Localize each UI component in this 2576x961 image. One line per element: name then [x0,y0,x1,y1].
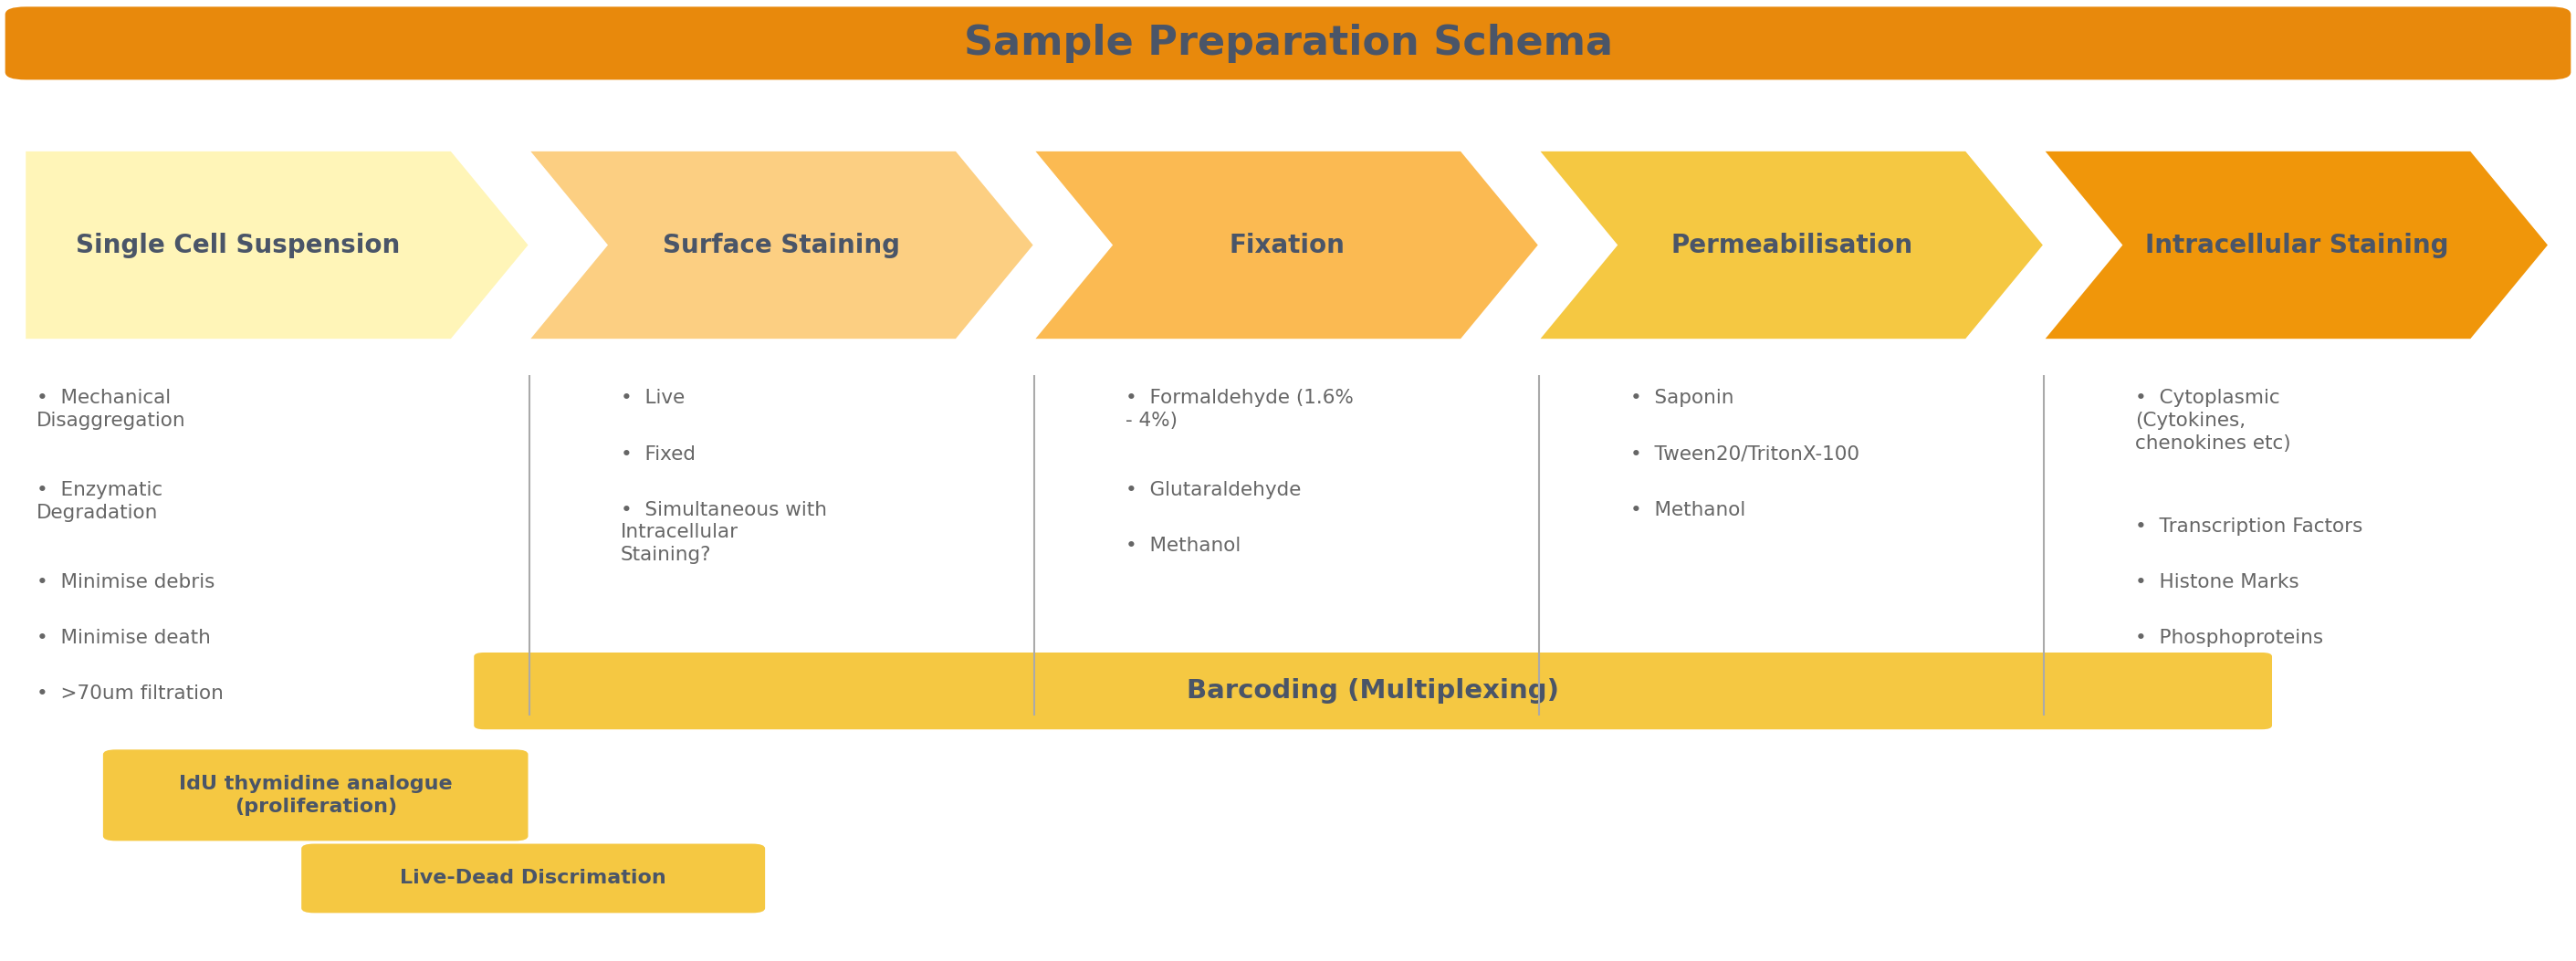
Text: •  Enzymatic
Degradation: • Enzymatic Degradation [36,481,162,522]
Text: •  Formaldehyde (1.6%
- 4%): • Formaldehyde (1.6% - 4%) [1126,389,1355,431]
Text: Sample Preparation Schema: Sample Preparation Schema [963,24,1613,62]
Polygon shape [26,151,528,338]
Text: •  Simultaneous with
Intracellular
Staining?: • Simultaneous with Intracellular Staini… [621,501,827,564]
Text: Permeabilisation: Permeabilisation [1672,233,1911,258]
Text: •  Phosphoproteins: • Phosphoproteins [2136,628,2324,647]
Polygon shape [1540,151,2043,338]
Polygon shape [2045,151,2548,338]
Text: •  Histone Marks: • Histone Marks [2136,573,2300,591]
Text: Fixation: Fixation [1229,233,1345,258]
Text: •  Tween20/TritonX-100: • Tween20/TritonX-100 [1631,445,1860,463]
Text: •  Methanol: • Methanol [1126,537,1242,555]
Polygon shape [531,151,1033,338]
FancyBboxPatch shape [301,844,765,913]
Text: •  Saponin: • Saponin [1631,389,1734,407]
Text: •  Transcription Factors: • Transcription Factors [2136,517,2362,535]
Text: •  Live: • Live [621,389,685,407]
Text: •  Glutaraldehyde: • Glutaraldehyde [1126,481,1301,500]
Text: •  Methanol: • Methanol [1631,501,1747,519]
Polygon shape [1036,151,1538,338]
Text: •  Minimise death: • Minimise death [36,628,211,647]
Text: •  Mechanical
Disaggregation: • Mechanical Disaggregation [36,389,185,431]
Text: Single Cell Suspension: Single Cell Suspension [77,233,399,258]
Text: Barcoding (Multiplexing): Barcoding (Multiplexing) [1188,678,1558,703]
Text: Surface Staining: Surface Staining [662,233,902,258]
Text: •  Fixed: • Fixed [621,445,696,463]
FancyBboxPatch shape [103,750,528,841]
Text: •  Cytoplasmic
(Cytokines,
chenokines etc): • Cytoplasmic (Cytokines, chenokines etc… [2136,389,2290,453]
Text: IdU thymidine analogue
(proliferation): IdU thymidine analogue (proliferation) [178,775,453,816]
Text: •  >70um filtration: • >70um filtration [36,684,224,702]
FancyBboxPatch shape [474,653,2272,729]
FancyBboxPatch shape [5,7,2571,80]
Text: Live-Dead Discrimation: Live-Dead Discrimation [399,870,667,887]
Text: Intracellular Staining: Intracellular Staining [2146,233,2447,258]
Text: •  Minimise debris: • Minimise debris [36,573,214,591]
